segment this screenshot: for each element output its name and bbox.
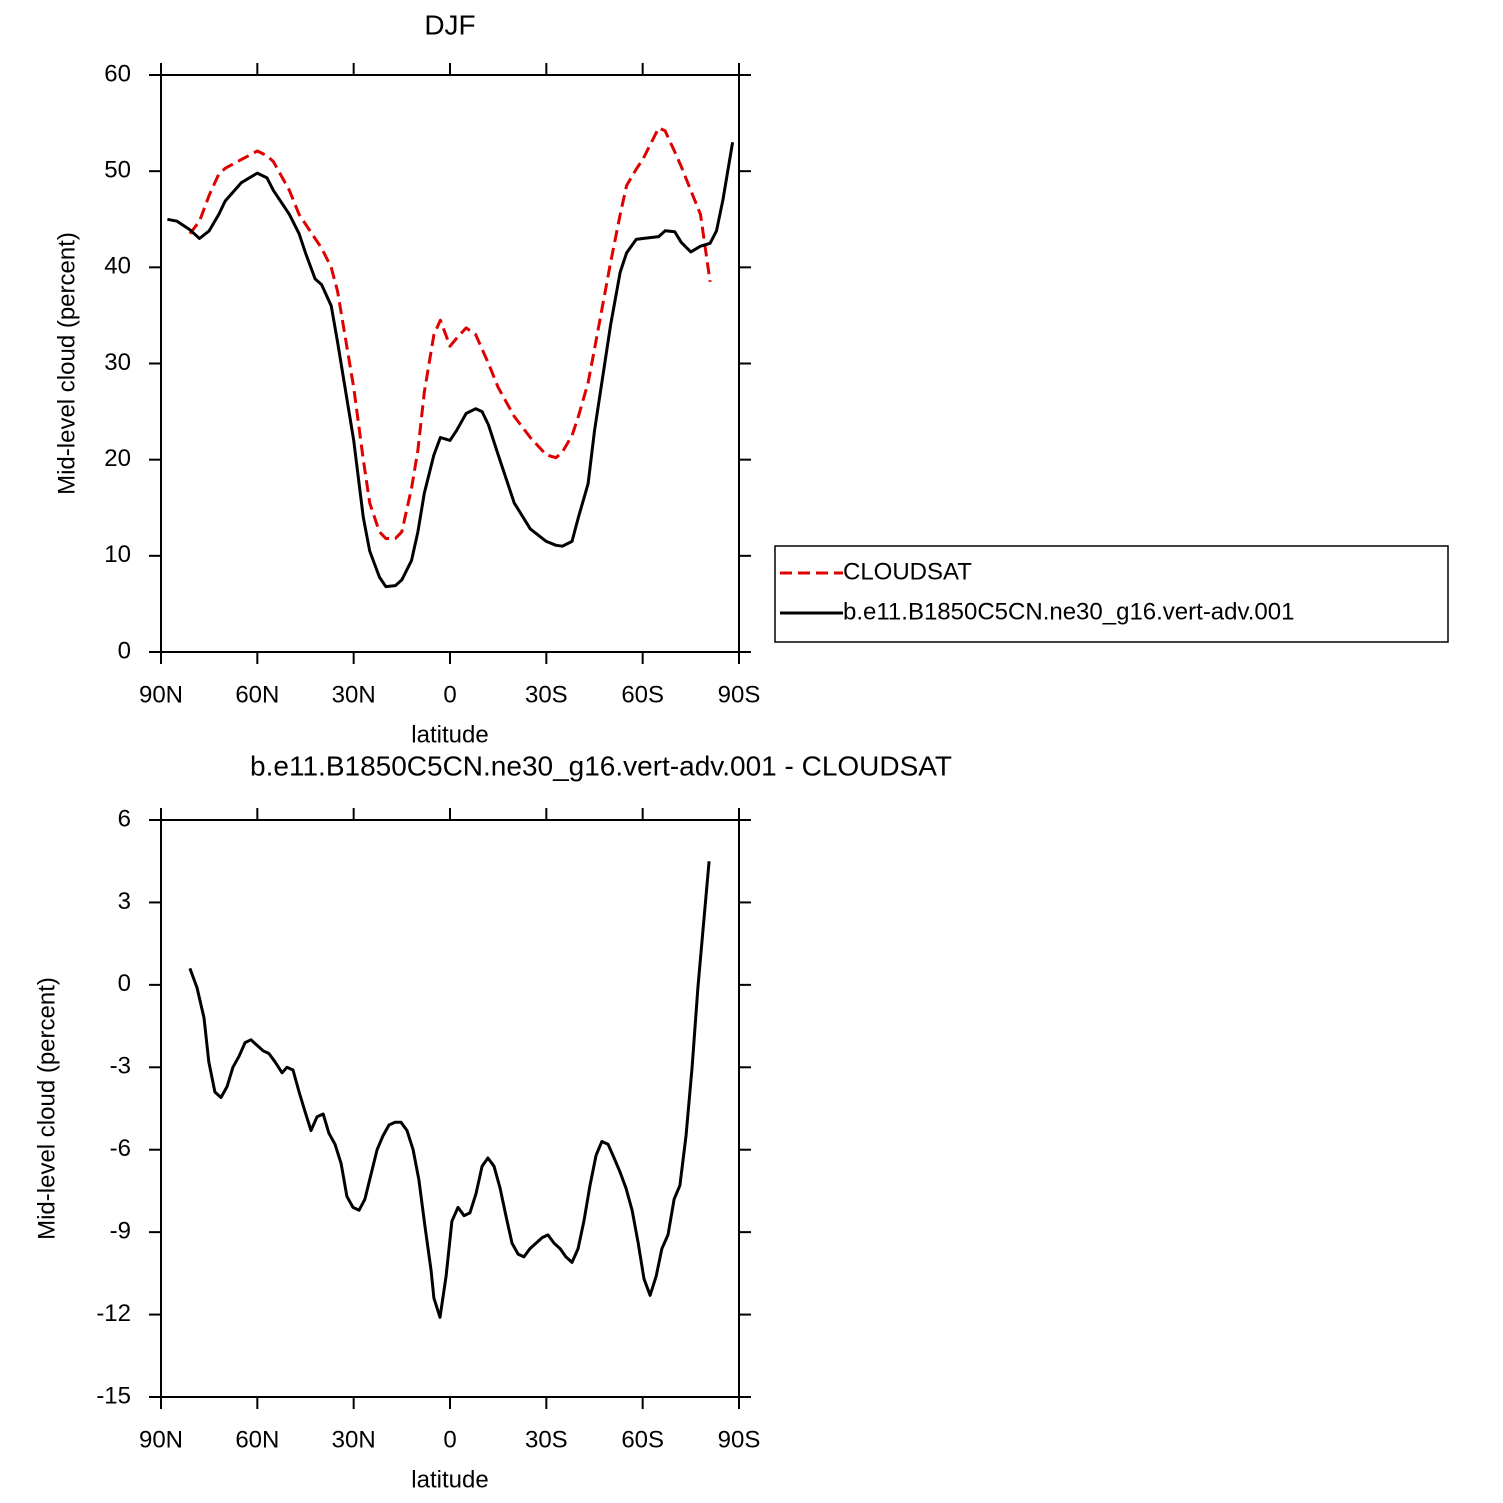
y-axis-label: Mid-level cloud (percent) <box>53 232 80 495</box>
y-tick-label: 40 <box>104 253 131 280</box>
y-tick-label: 6 <box>118 805 131 832</box>
y-tick-label: 50 <box>104 157 131 184</box>
y-tick-label: 0 <box>118 970 131 997</box>
x-tick-label: 90N <box>139 1426 183 1453</box>
y-tick-label: 3 <box>118 888 131 915</box>
x-tick-label: 90S <box>718 1426 761 1453</box>
x-tick-label: 90N <box>139 681 183 708</box>
y-tick-label: -3 <box>110 1053 131 1080</box>
y-tick-label: 10 <box>104 541 131 568</box>
y-tick-label: 60 <box>104 60 131 87</box>
x-tick-label: 0 <box>443 681 456 708</box>
legend-label: b.e11.B1850C5CN.ne30_g16.vert-adv.001 <box>843 598 1294 625</box>
y-tick-label: -12 <box>96 1300 131 1327</box>
legend-label: CLOUDSAT <box>843 558 972 585</box>
data-line <box>188 126 712 540</box>
y-tick-label: -15 <box>96 1382 131 1409</box>
y-axis-label: Mid-level cloud (percent) <box>33 977 60 1240</box>
x-tick-label: 30S <box>525 681 568 708</box>
data-line <box>167 142 735 589</box>
y-tick-label: 20 <box>104 445 131 472</box>
y-tick-label: -6 <box>110 1135 131 1162</box>
y-tick-label: 30 <box>104 349 131 376</box>
x-tick-label: 60N <box>235 1426 279 1453</box>
x-axis-label: latitude <box>411 721 488 748</box>
x-tick-label: 30S <box>525 1426 568 1453</box>
chart-title: b.e11.B1850C5CN.ne30_g16.vert-adv.001 - … <box>250 750 952 781</box>
x-tick-label: 30N <box>332 681 376 708</box>
chart-title: DJF <box>424 9 475 40</box>
x-tick-label: 0 <box>443 1426 456 1453</box>
x-tick-label: 90S <box>718 681 761 708</box>
data-line <box>188 861 711 1319</box>
x-tick-label: 60S <box>621 681 664 708</box>
x-tick-label: 60S <box>621 1426 664 1453</box>
x-axis-label: latitude <box>411 1466 488 1493</box>
y-tick-label: 0 <box>118 637 131 664</box>
x-tick-label: 60N <box>235 681 279 708</box>
legend-box <box>774 545 1449 643</box>
y-tick-label: -9 <box>110 1217 131 1244</box>
x-tick-label: 30N <box>332 1426 376 1453</box>
